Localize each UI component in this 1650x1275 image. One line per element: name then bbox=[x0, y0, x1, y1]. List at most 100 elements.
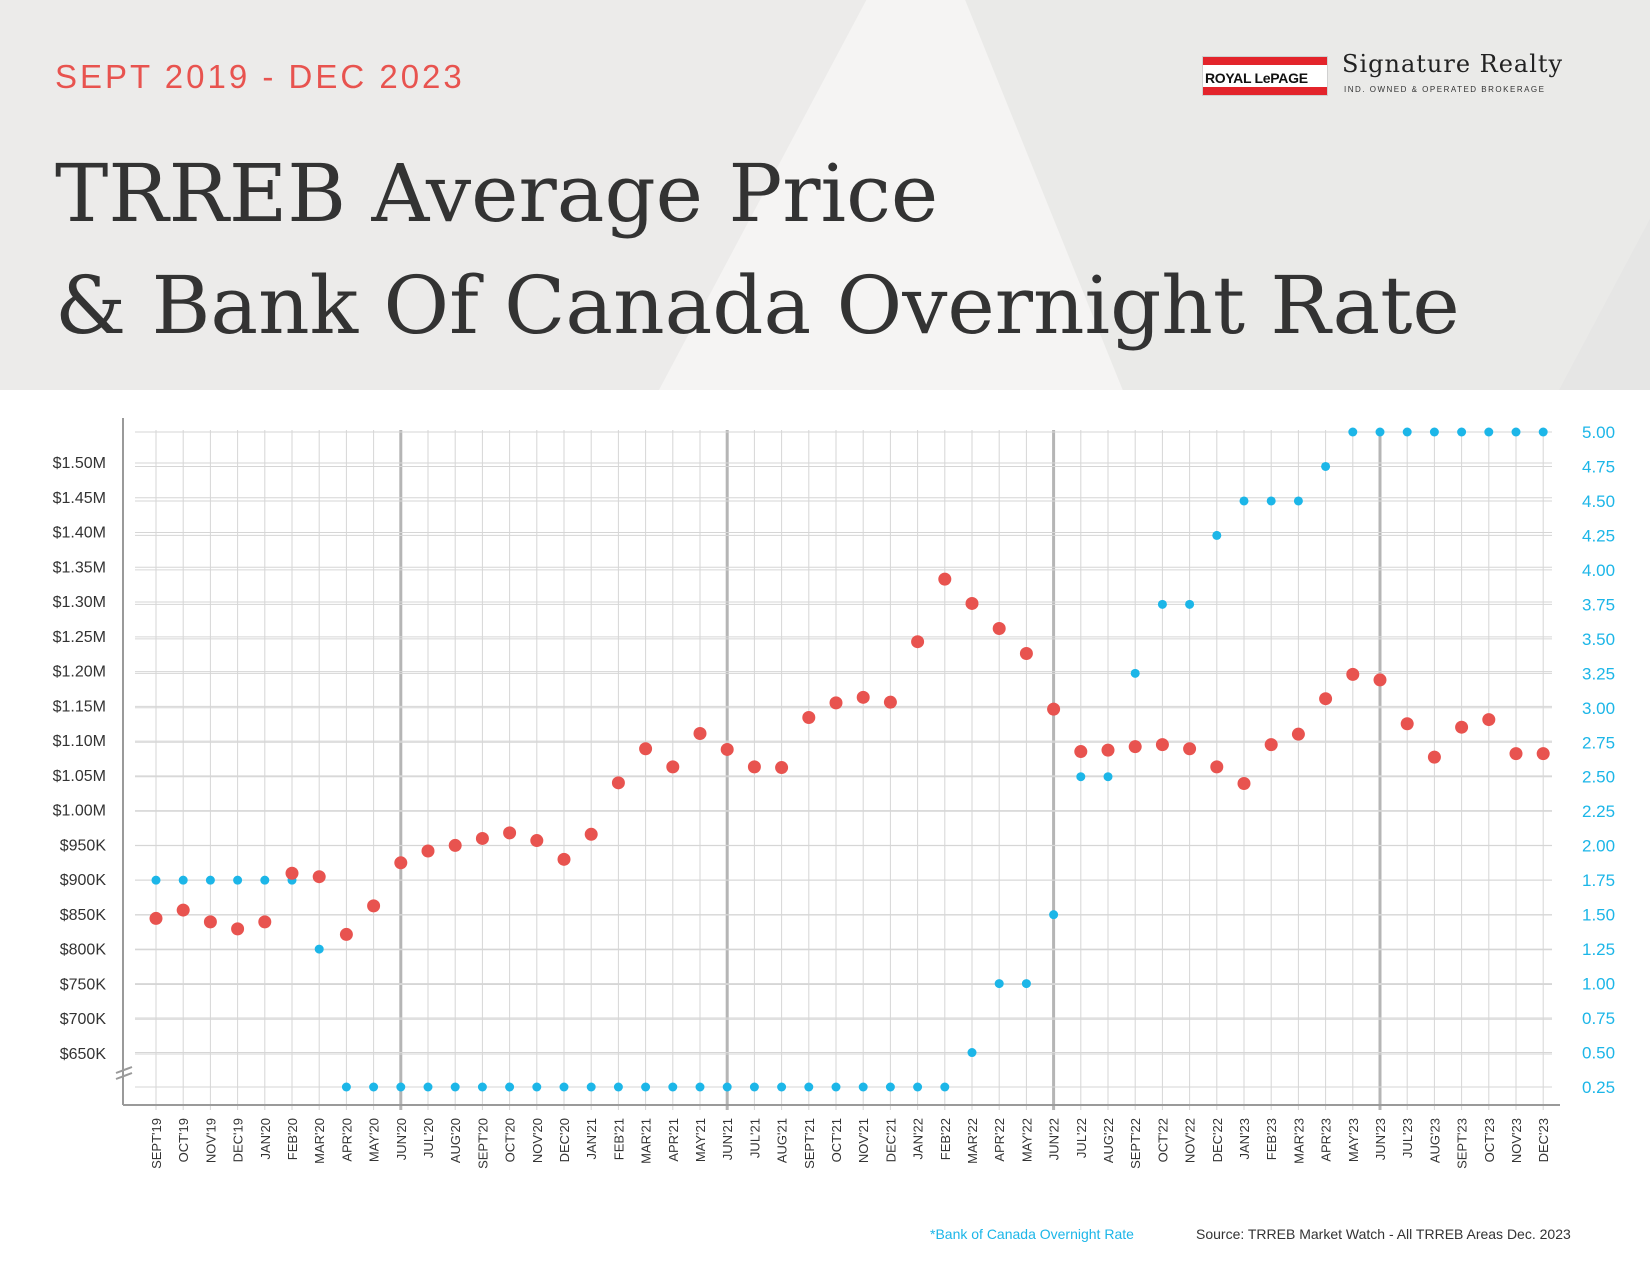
rate-point bbox=[777, 1082, 787, 1092]
x-tick-label: MAY'21 bbox=[693, 1118, 708, 1162]
rate-point bbox=[722, 1082, 732, 1092]
price-point bbox=[1237, 777, 1251, 791]
rate-point bbox=[668, 1082, 678, 1092]
x-tick-label: JAN'23 bbox=[1237, 1118, 1252, 1160]
rate-point bbox=[1348, 427, 1358, 437]
rate-point bbox=[260, 875, 270, 885]
x-tick-label: MAY'23 bbox=[1346, 1118, 1361, 1162]
price-point bbox=[1074, 745, 1088, 759]
rate-point bbox=[804, 1082, 814, 1092]
x-tick-label: MAY'22 bbox=[1019, 1118, 1034, 1162]
rate-point bbox=[1239, 496, 1249, 506]
left-tick-label: $800K bbox=[60, 942, 107, 959]
price-point bbox=[856, 690, 870, 704]
rate-point bbox=[369, 1082, 379, 1092]
price-point bbox=[1427, 750, 1441, 764]
rate-point bbox=[913, 1082, 923, 1092]
price-point bbox=[421, 844, 435, 858]
x-tick-label: AUG'20 bbox=[448, 1118, 463, 1163]
rate-point bbox=[532, 1082, 542, 1092]
rate-point bbox=[858, 1082, 868, 1092]
rate-point bbox=[1538, 427, 1548, 437]
right-tick-label: 3.75 bbox=[1582, 595, 1615, 614]
price-point bbox=[911, 635, 925, 649]
price-point bbox=[1264, 738, 1278, 752]
rate-footnote: *Bank of Canada Overnight Rate bbox=[930, 1226, 1134, 1242]
price-point bbox=[1509, 747, 1523, 761]
price-point bbox=[965, 596, 979, 610]
rate-point bbox=[477, 1082, 487, 1092]
price-point bbox=[339, 927, 353, 941]
rate-point bbox=[341, 1082, 351, 1092]
x-tick-label: JUN'20 bbox=[394, 1118, 409, 1160]
price-point bbox=[530, 834, 544, 848]
price-point bbox=[802, 710, 816, 724]
rate-point bbox=[450, 1082, 460, 1092]
right-tick-label: 4.00 bbox=[1582, 561, 1615, 580]
title-line-2: & Bank Of Canada Overnight Rate bbox=[55, 259, 1460, 352]
date-range-subtitle: SEPT 2019 - DEC 2023 bbox=[55, 58, 465, 95]
x-tick-label: JAN'20 bbox=[258, 1118, 273, 1160]
price-point bbox=[503, 826, 517, 840]
x-tick-label: AUG'21 bbox=[775, 1118, 790, 1163]
x-tick-label: AUG'22 bbox=[1101, 1118, 1116, 1163]
price-point bbox=[1183, 742, 1197, 756]
rate-point bbox=[314, 944, 324, 954]
x-tick-label: DEC'21 bbox=[883, 1118, 898, 1162]
x-tick-label: DEC'23 bbox=[1536, 1118, 1551, 1162]
rate-point bbox=[1212, 530, 1222, 540]
left-tick-label: $1.50M bbox=[53, 455, 106, 472]
left-tick-label: $1.40M bbox=[53, 525, 106, 542]
x-tick-label: FEB'22 bbox=[938, 1118, 953, 1160]
x-tick-label: DEC'19 bbox=[231, 1118, 246, 1162]
x-tick-label: OCT'21 bbox=[829, 1118, 844, 1162]
right-tick-label: 1.75 bbox=[1582, 871, 1615, 890]
rate-point bbox=[151, 875, 161, 885]
x-tick-label: JAN'21 bbox=[584, 1118, 599, 1160]
source-note: Source: TRREB Market Watch - All TRREB A… bbox=[1196, 1226, 1571, 1242]
x-tick-label: JUL'20 bbox=[421, 1118, 436, 1158]
price-point bbox=[285, 866, 299, 880]
price-point bbox=[1346, 667, 1360, 681]
rate-point bbox=[1321, 461, 1331, 471]
rate-point bbox=[749, 1082, 759, 1092]
rate-point bbox=[586, 1082, 596, 1092]
rate-point bbox=[559, 1082, 569, 1092]
x-tick-label: FEB'23 bbox=[1264, 1118, 1279, 1160]
x-tick-label: FEB'21 bbox=[611, 1118, 626, 1160]
rate-point bbox=[1021, 979, 1031, 989]
rate-point bbox=[178, 875, 188, 885]
x-tick-label: APR'21 bbox=[666, 1118, 681, 1162]
price-point bbox=[1482, 713, 1496, 727]
x-tick-label: JAN'22 bbox=[911, 1118, 926, 1160]
logo-stripe bbox=[1203, 87, 1327, 95]
rate-point bbox=[940, 1082, 950, 1092]
right-tick-label: 3.25 bbox=[1582, 664, 1615, 683]
left-tick-label: $1.25M bbox=[53, 629, 106, 646]
rate-point bbox=[1049, 910, 1059, 920]
rate-point bbox=[641, 1082, 651, 1092]
left-tick-label: $1.00M bbox=[53, 803, 106, 820]
price-point bbox=[312, 870, 326, 884]
left-tick-label: $1.35M bbox=[53, 559, 106, 576]
rate-point bbox=[505, 1082, 515, 1092]
x-tick-label: JUN'23 bbox=[1373, 1118, 1388, 1160]
price-point bbox=[584, 827, 598, 841]
royal-lepage-text: ROYAL LePAGE bbox=[1205, 70, 1308, 86]
x-tick-label: OCT'22 bbox=[1155, 1118, 1170, 1162]
price-point bbox=[1128, 740, 1142, 754]
rate-point bbox=[1429, 427, 1439, 437]
price-point bbox=[747, 760, 761, 774]
right-tick-label: 3.00 bbox=[1582, 699, 1615, 718]
price-point bbox=[883, 695, 897, 709]
price-point bbox=[1455, 720, 1469, 734]
right-tick-label: 4.50 bbox=[1582, 492, 1615, 511]
price-point bbox=[829, 696, 843, 710]
price-point bbox=[1400, 717, 1414, 731]
right-tick-label: 1.25 bbox=[1582, 940, 1615, 959]
rate-point bbox=[396, 1082, 406, 1092]
axis-break-mark bbox=[115, 1066, 133, 1074]
brand-name: Signature Realty bbox=[1342, 50, 1564, 78]
price-point bbox=[938, 572, 952, 586]
right-tick-label: 0.50 bbox=[1582, 1044, 1615, 1063]
